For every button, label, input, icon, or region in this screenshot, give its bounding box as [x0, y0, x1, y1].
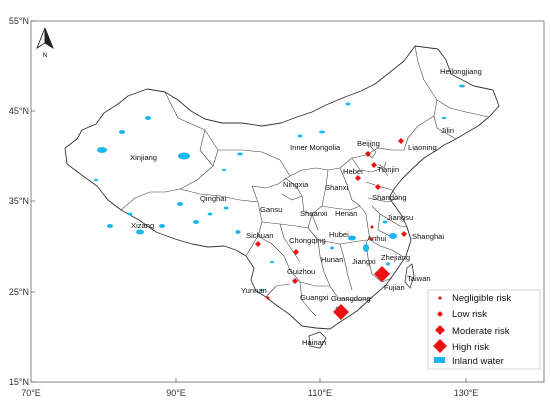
label-xizang: Xizang	[131, 221, 154, 230]
legend-low-icon	[437, 311, 443, 317]
marker-guangdong	[333, 304, 349, 320]
province-borders	[120, 45, 490, 317]
legend-water-label: Inland water	[452, 356, 504, 367]
label-taiwan: Taiwan	[407, 274, 431, 283]
label-hainan: Hainan	[302, 338, 326, 347]
legend-negligible-label: Negligible risk	[452, 293, 511, 304]
label-liaoning: Liaoning	[408, 143, 437, 152]
lon-label-70e: 70°E	[21, 388, 41, 398]
label-shandong: Shandong	[372, 193, 407, 202]
label-hunan: Hunan	[321, 255, 343, 264]
hainan-island	[308, 331, 327, 349]
legend-moderate-label: Moderate risk	[452, 326, 510, 337]
legend-high-icon	[433, 339, 447, 353]
inland-water	[94, 84, 465, 310]
label-shanxi: Shanxi	[325, 183, 349, 192]
legend-box	[427, 289, 541, 370]
label-hubei: Hubei	[329, 230, 349, 239]
label-sichuan: Sichuan	[246, 231, 273, 240]
label-gansu: Gansu	[260, 205, 282, 214]
axis-ticks	[30, 20, 467, 383]
label-guangxi: Guangxi	[300, 293, 329, 302]
label-anhui: Anhui	[367, 234, 387, 243]
label-ningxia: Ningxia	[283, 180, 309, 189]
legend: Negligible risk Low risk Moderate risk H…	[427, 289, 541, 370]
lat-label-55n: 55°N	[9, 16, 29, 26]
label-chongqing: Chongqing	[289, 236, 326, 245]
north-label: N	[43, 52, 48, 59]
legend-high-label: High risk	[452, 342, 489, 353]
marker-chongqing	[293, 249, 299, 255]
label-qinghai: Qinghai	[200, 194, 226, 203]
marker-guizhou	[292, 278, 298, 284]
lon-label-110e: 110°E	[308, 388, 332, 398]
lon-label-90e: 90°E	[166, 388, 186, 398]
marker-shanghai	[401, 231, 407, 237]
taiwan-island	[404, 263, 415, 289]
north-arrow-icon	[36, 27, 54, 50]
marker-liaoning	[398, 138, 404, 144]
marker-yunnan	[266, 296, 270, 300]
label-shaanxi: Shaanxi	[300, 209, 328, 218]
lat-label-35n: 35°N	[9, 196, 29, 206]
label-shanghai: Shanghai	[412, 232, 444, 241]
label-henan: Henan	[335, 209, 357, 218]
label-jilin: Jilin	[441, 126, 454, 135]
marker-shandong	[375, 184, 381, 190]
lat-label-45n: 45°N	[9, 106, 29, 116]
label-tianjin: Tianjin	[377, 165, 399, 174]
label-jiangsu: Jiangsu	[387, 213, 413, 222]
label-guangdong: Guangdong	[331, 294, 371, 303]
legend-negligible-icon	[438, 296, 442, 300]
marker-sichuan	[255, 241, 261, 247]
legend-moderate-icon	[435, 325, 445, 335]
label-inner-mongolia: Inner Mongolia	[290, 143, 341, 152]
label-heilongjiang: Heilongjiang	[440, 67, 482, 76]
label-yunnan: Yunnan	[241, 286, 267, 295]
legend-water-icon	[434, 357, 445, 363]
lon-label-130e: 130°E	[454, 388, 479, 398]
label-fujian: Fujian	[384, 283, 405, 292]
legend-low-label: Low risk	[452, 309, 487, 320]
risk-markers	[255, 138, 407, 320]
label-jiangxi: Jiangxi	[352, 257, 376, 266]
marker-anhui	[369, 237, 373, 241]
lat-label-25n: 25°N	[9, 287, 29, 297]
marker-hebei	[355, 175, 361, 181]
label-guizhou: Guizhou	[287, 267, 315, 276]
marker-tianjin	[371, 162, 377, 168]
marker-jiangsu	[370, 225, 374, 229]
label-beijing: Beijing	[357, 139, 380, 148]
marker-beijing	[365, 151, 371, 157]
province-labels: Heilongjiang Jilin Liaoning Beijing Tian…	[130, 67, 482, 347]
lat-label-15n: 15°N	[9, 377, 29, 387]
label-zhejiang: Zhejiang	[381, 253, 410, 262]
label-hebei: Hebei	[343, 167, 363, 176]
label-xinjiang: Xinjiang	[130, 153, 157, 162]
marker-zhejiang	[374, 266, 390, 282]
